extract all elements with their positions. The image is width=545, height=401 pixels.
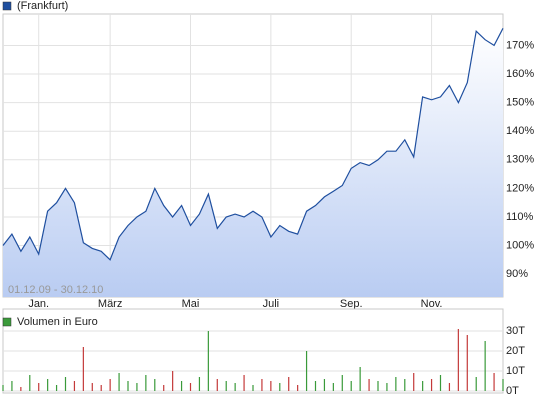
volume-bar [118, 373, 120, 391]
volume-bar [234, 383, 236, 391]
y-tick-label: 20T [506, 345, 525, 357]
volume-bar [359, 367, 361, 391]
y-tick-label: 110% [506, 211, 534, 223]
volume-bar [314, 381, 317, 391]
volume-bar [47, 379, 49, 391]
y-tick-label: 90% [506, 268, 528, 280]
volume-bar [448, 383, 451, 391]
volume-bar [261, 379, 263, 391]
volume-bar [502, 379, 504, 391]
volume-bar [180, 381, 183, 391]
volume-bar [11, 381, 13, 391]
volume-bar [55, 385, 58, 391]
legend-label: (Frankfurt) [17, 0, 68, 12]
volume-bar [29, 375, 31, 391]
volume-bar [109, 379, 111, 391]
y-tick-label: 10T [506, 365, 525, 377]
price-line [2, 28, 504, 261]
volume-bar [484, 341, 486, 391]
volume-bar [350, 381, 352, 391]
volume-bar [243, 375, 245, 391]
legend-label: Volumen in Euro [17, 316, 98, 328]
y-tick-label: 160% [506, 68, 534, 80]
y-tick-label: 100% [506, 239, 534, 251]
volume-bar [73, 381, 76, 391]
volume-bar [341, 375, 343, 391]
volume-bar [475, 377, 477, 391]
volume-bar [252, 385, 254, 391]
volume-bar [2, 385, 4, 391]
volume-bar [279, 383, 281, 391]
volume-bar [430, 379, 433, 391]
volume-bar [145, 375, 147, 391]
x-tick-label: Sep. [340, 298, 363, 310]
volume-bar [216, 379, 218, 391]
x-tick-label: Nov. [421, 298, 443, 310]
volume-bar [386, 383, 388, 391]
volume-bar [91, 383, 93, 391]
y-tick-label: 170% [506, 39, 534, 51]
volume-bar [270, 381, 272, 391]
y-tick-label: 150% [506, 97, 534, 109]
volume-bar [64, 377, 67, 391]
volume-bar [100, 385, 102, 391]
volume-bar [136, 383, 138, 391]
volume-bar [466, 335, 468, 391]
x-tick-label: Mai [182, 298, 200, 310]
x-tick-label: Jan. [28, 298, 49, 310]
volume-bar [404, 379, 406, 391]
volume-bar [225, 381, 227, 391]
volume-bar [305, 351, 308, 391]
price-area [3, 28, 503, 298]
volume-bar [332, 383, 334, 391]
volume-bar [127, 381, 129, 391]
volume-bar [20, 387, 22, 391]
y-tick-label: 120% [506, 182, 534, 194]
volume-bar [457, 329, 459, 391]
x-tick-label: Juli [263, 298, 280, 310]
volume-bar [395, 377, 397, 391]
volume-bar [198, 377, 201, 391]
y-tick-label: 0T [506, 385, 519, 397]
volume-bar [163, 385, 165, 391]
volume-bar [207, 331, 209, 391]
volume-bar [323, 379, 326, 391]
volume-bar [172, 371, 174, 391]
volume-bar [38, 383, 40, 391]
volume-bar [493, 373, 495, 391]
legend-swatch [2, 317, 12, 327]
y-tick-label: 130% [506, 154, 534, 166]
volume-bar [297, 385, 299, 391]
volume-bar [422, 381, 424, 391]
date-range: 01.12.09 - 30.12.10 [8, 284, 103, 296]
volume-bar [154, 379, 156, 391]
volume-bar [82, 347, 84, 391]
volume-bar [189, 383, 192, 391]
x-tick-label: März [98, 298, 122, 310]
volume-bar [413, 373, 415, 391]
y-tick-label: 30T [506, 325, 525, 337]
y-tick-label: 140% [506, 125, 534, 137]
volume-bar [439, 375, 442, 391]
volume-bar [368, 379, 370, 391]
volume-bar [377, 381, 379, 391]
volume-bar [288, 377, 290, 391]
legend-swatch [2, 1, 12, 11]
